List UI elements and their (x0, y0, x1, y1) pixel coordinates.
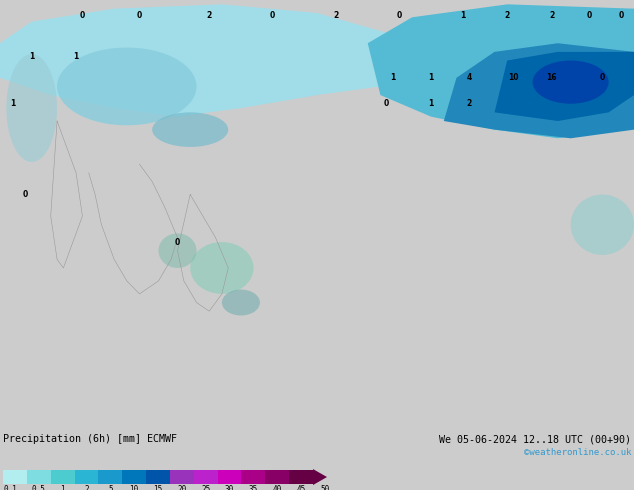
Text: 0.1: 0.1 (3, 485, 17, 490)
Text: 0: 0 (175, 238, 180, 246)
Ellipse shape (533, 60, 609, 104)
Text: 0: 0 (587, 11, 592, 20)
Text: 1: 1 (460, 11, 465, 20)
Text: 0: 0 (600, 74, 605, 82)
Bar (289, 470, 313, 484)
Text: 35: 35 (249, 485, 258, 490)
Bar (265, 470, 289, 484)
Text: 15: 15 (153, 485, 163, 490)
Polygon shape (444, 43, 634, 138)
Polygon shape (313, 469, 327, 485)
Ellipse shape (222, 290, 260, 316)
Bar (146, 470, 170, 484)
Text: 1: 1 (10, 99, 15, 108)
Text: 10: 10 (129, 485, 139, 490)
Polygon shape (495, 52, 634, 121)
Text: 2: 2 (207, 11, 212, 20)
Bar (194, 470, 217, 484)
Text: 2: 2 (84, 485, 89, 490)
Ellipse shape (57, 48, 197, 125)
Text: 50: 50 (320, 485, 330, 490)
Text: ©weatheronline.co.uk: ©weatheronline.co.uk (524, 448, 631, 457)
Ellipse shape (158, 233, 197, 268)
Text: 0: 0 (270, 11, 275, 20)
Text: 5: 5 (108, 485, 113, 490)
Bar (170, 470, 194, 484)
Text: 1: 1 (429, 74, 434, 82)
Ellipse shape (571, 195, 634, 255)
Text: 40: 40 (273, 485, 282, 490)
Ellipse shape (152, 112, 228, 147)
Text: 30: 30 (225, 485, 234, 490)
Bar (242, 470, 265, 484)
Text: We 05-06-2024 12..18 UTC (00+90): We 05-06-2024 12..18 UTC (00+90) (439, 434, 631, 444)
Text: 45: 45 (297, 485, 306, 490)
Bar (3, 470, 27, 484)
Polygon shape (0, 4, 412, 117)
Text: 1: 1 (29, 51, 34, 61)
Polygon shape (368, 4, 634, 138)
Text: 1: 1 (429, 99, 434, 108)
Bar (27, 470, 51, 484)
Bar (51, 470, 75, 484)
Bar (75, 470, 98, 484)
Text: 0: 0 (80, 11, 85, 20)
Text: 1: 1 (391, 74, 396, 82)
Text: 0.5: 0.5 (32, 485, 46, 490)
Text: 0: 0 (23, 190, 28, 199)
Bar (217, 470, 242, 484)
Bar (98, 470, 122, 484)
Bar (122, 470, 146, 484)
Text: 4: 4 (467, 74, 472, 82)
Text: 0: 0 (384, 99, 389, 108)
Text: 2: 2 (549, 11, 554, 20)
Text: Precipitation (6h) [mm] ECMWF: Precipitation (6h) [mm] ECMWF (3, 434, 177, 444)
Text: 16: 16 (547, 74, 557, 82)
Text: 10: 10 (508, 74, 519, 82)
Text: 0: 0 (397, 11, 402, 20)
Text: 2: 2 (333, 11, 339, 20)
Text: 1: 1 (60, 485, 65, 490)
Ellipse shape (6, 54, 57, 162)
Text: 2: 2 (505, 11, 510, 20)
Text: 1: 1 (74, 51, 79, 61)
Text: 0: 0 (137, 11, 142, 20)
Text: 2: 2 (467, 99, 472, 108)
Text: 0: 0 (619, 11, 624, 20)
Ellipse shape (190, 242, 254, 294)
Text: 20: 20 (178, 485, 186, 490)
Text: 25: 25 (201, 485, 210, 490)
